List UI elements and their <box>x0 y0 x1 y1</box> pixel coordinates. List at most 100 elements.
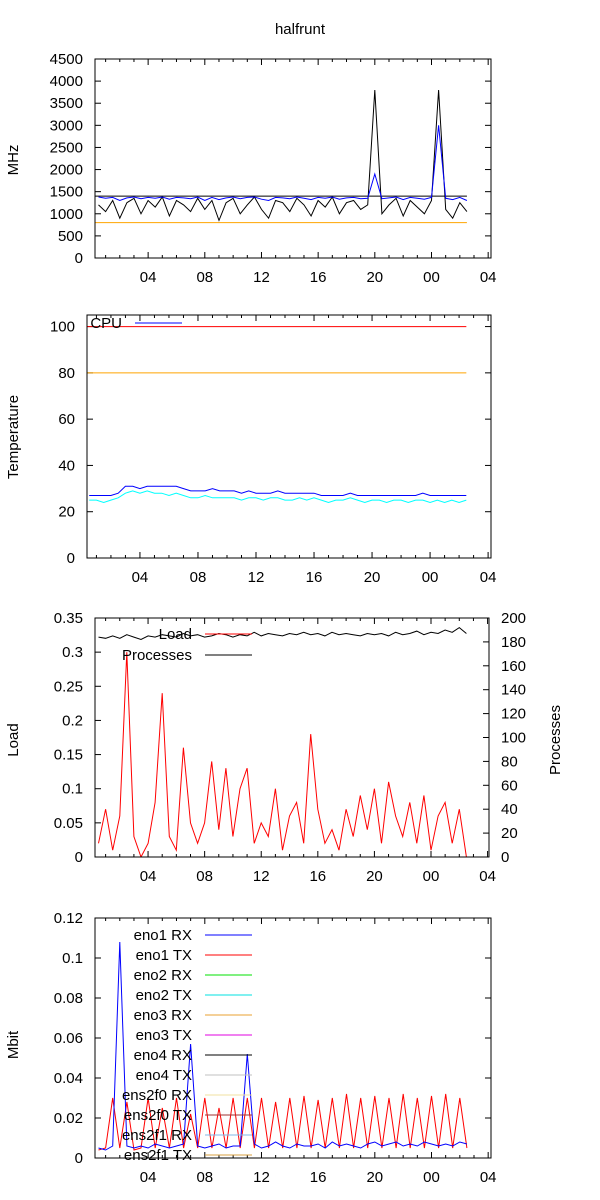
legend-label: eno1 RX <box>134 927 192 944</box>
y2-tick-label: 60 <box>501 777 518 794</box>
y-tick-label: 0 <box>67 550 75 567</box>
x-tick-label: 20 <box>366 1169 383 1186</box>
x-tick-label: 04 <box>480 569 497 586</box>
y-axis-label: Temperature <box>5 395 22 479</box>
plot-frame <box>94 617 490 858</box>
y-tick-label: 0 <box>75 849 83 866</box>
y-tick-label: 3000 <box>50 117 83 134</box>
series-group <box>98 626 467 857</box>
y2-axis-label: Processes <box>547 705 564 775</box>
series-core-line <box>89 490 467 504</box>
series-load-line <box>98 652 467 857</box>
y-tick-label: 0.06 <box>54 1030 83 1047</box>
panel-3: 0 0.05 0.1 0.15 0.2 0.25 0.3 0.35 0 20 40 60 80 100 12… <box>5 610 564 885</box>
x-tick-label: 08 <box>190 569 207 586</box>
y2-tick-label: 0 <box>501 849 509 866</box>
y-tick-label: 4000 <box>50 73 83 90</box>
y-tick-label: 1500 <box>50 184 83 201</box>
x-tick-label: 08 <box>196 269 213 286</box>
y-tick-label: 0.3 <box>62 644 83 661</box>
series-eno1-rx-line <box>98 941 468 1151</box>
y-tick-label: 0.12 <box>54 910 83 927</box>
x-tick-label: 04 <box>140 1169 157 1186</box>
y2-tick-label: 100 <box>501 730 526 747</box>
y-tick-label: 100 <box>50 319 75 336</box>
y2-tick-label: 180 <box>501 634 526 651</box>
series-processes-line <box>98 626 467 641</box>
x-tick-label: 04 <box>140 269 157 286</box>
series-group <box>95 89 468 224</box>
x-tick-label: 20 <box>366 269 383 286</box>
chart-title: halfrunt <box>275 21 326 38</box>
legend-label: eno3 RX <box>134 1007 192 1024</box>
x-tick-label: 04 <box>132 569 149 586</box>
series-group <box>98 941 468 1151</box>
legend-label: eno1 TX <box>136 947 192 964</box>
x-tick-label: 04 <box>479 868 496 885</box>
x-tick-label: 12 <box>253 868 270 885</box>
legend-label: eno2 TX <box>136 987 192 1004</box>
y-tick-label: 80 <box>58 365 75 382</box>
y-tick-label: 0.04 <box>54 1070 83 1087</box>
plot-frame <box>94 917 492 1159</box>
y-tick-label: 500 <box>58 228 83 245</box>
x-tick-label: 12 <box>253 269 270 286</box>
y-tick-label: 20 <box>58 504 75 521</box>
y-tick-label: 0 <box>75 1150 83 1167</box>
legend-label: Load <box>159 626 192 643</box>
x-tick-label: 08 <box>196 1169 213 1186</box>
x-tick-label: 20 <box>366 868 383 885</box>
y2-tick-label: 160 <box>501 658 526 675</box>
y2-tick-label: 40 <box>501 801 518 818</box>
y-tick-label: 1000 <box>50 206 83 223</box>
x-tick-label: 00 <box>423 1169 440 1186</box>
y-tick-label: 3500 <box>50 95 83 112</box>
y-axis-label: Mbit <box>5 1030 22 1059</box>
legend-label: ens2f0 RX <box>122 1087 192 1104</box>
legend-label: ens2f0 TX <box>124 1107 192 1124</box>
y2-tick-label: 80 <box>501 753 518 770</box>
x-tick-label: 16 <box>310 1169 327 1186</box>
x-tick-label: 00 <box>423 868 440 885</box>
y-tick-label: 0.35 <box>54 610 83 627</box>
x-tick-label: 16 <box>306 569 323 586</box>
y2-tick-label: 200 <box>501 610 526 627</box>
y2-tick-label: 140 <box>501 682 526 699</box>
series-group <box>87 326 467 504</box>
legend-label: Processes <box>122 647 192 664</box>
y-tick-label: 0.08 <box>54 990 83 1007</box>
legend-label: eno4 RX <box>134 1047 192 1064</box>
y-tick-label: 2000 <box>50 162 83 179</box>
y-tick-label: 0.1 <box>62 950 83 967</box>
y-tick-label: 40 <box>58 457 75 474</box>
plot-frame <box>94 58 492 259</box>
y-tick-label: 2500 <box>50 139 83 156</box>
series-eno1-tx-line <box>98 1093 468 1151</box>
y-tick-label: 0.02 <box>54 1110 83 1127</box>
y-tick-label: 0.2 <box>62 712 83 729</box>
y-axis-label: MHz <box>5 145 22 176</box>
y-tick-label: 60 <box>58 411 75 428</box>
x-tick-label: 08 <box>196 868 213 885</box>
x-tick-label: 16 <box>309 868 326 885</box>
panel-4: 0 0.02 0.04 0.06 0.08 0.1 0.12 04 08 12 16 20 00 04 Mb… <box>5 910 497 1186</box>
legend-label: eno2 RX <box>134 967 192 984</box>
y-tick-label: 0.25 <box>54 678 83 695</box>
plot-frame <box>86 314 492 559</box>
y2-tick-label: 20 <box>501 825 518 842</box>
panel-2: 0 20 40 60 80 100 04 08 12 16 20 00 04 Temperature CPU <box>5 314 497 586</box>
x-tick-label: 20 <box>364 569 381 586</box>
x-tick-label: 04 <box>480 269 497 286</box>
x-tick-label: 04 <box>140 868 157 885</box>
y-tick-label: 4500 <box>50 51 83 68</box>
y-tick-label: 0 <box>75 250 83 267</box>
series-cur-line <box>98 89 468 222</box>
y-tick-label: 0.1 <box>62 781 83 798</box>
y-tick-label: 0.15 <box>54 747 83 764</box>
x-tick-label: 00 <box>423 269 440 286</box>
y2-tick-label: 120 <box>501 706 526 723</box>
y-tick-label: 0.05 <box>54 815 83 832</box>
